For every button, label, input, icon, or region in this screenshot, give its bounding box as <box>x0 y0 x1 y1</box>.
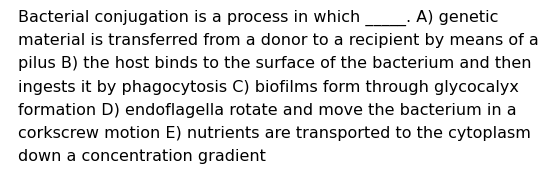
Text: Bacterial conjugation is a process in which _____. A) genetic: Bacterial conjugation is a process in wh… <box>18 10 498 26</box>
Text: down a concentration gradient: down a concentration gradient <box>18 149 266 164</box>
Text: material is transferred from a donor to a recipient by means of a: material is transferred from a donor to … <box>18 33 539 48</box>
Text: pilus B) the host binds to the surface of the bacterium and then: pilus B) the host binds to the surface o… <box>18 56 532 71</box>
Text: formation D) endoflagella rotate and move the bacterium in a: formation D) endoflagella rotate and mov… <box>18 103 517 118</box>
Text: ingests it by phagocytosis C) biofilms form through glycocalyx: ingests it by phagocytosis C) biofilms f… <box>18 80 519 95</box>
Text: corkscrew motion E) nutrients are transported to the cytoplasm: corkscrew motion E) nutrients are transp… <box>18 126 531 141</box>
